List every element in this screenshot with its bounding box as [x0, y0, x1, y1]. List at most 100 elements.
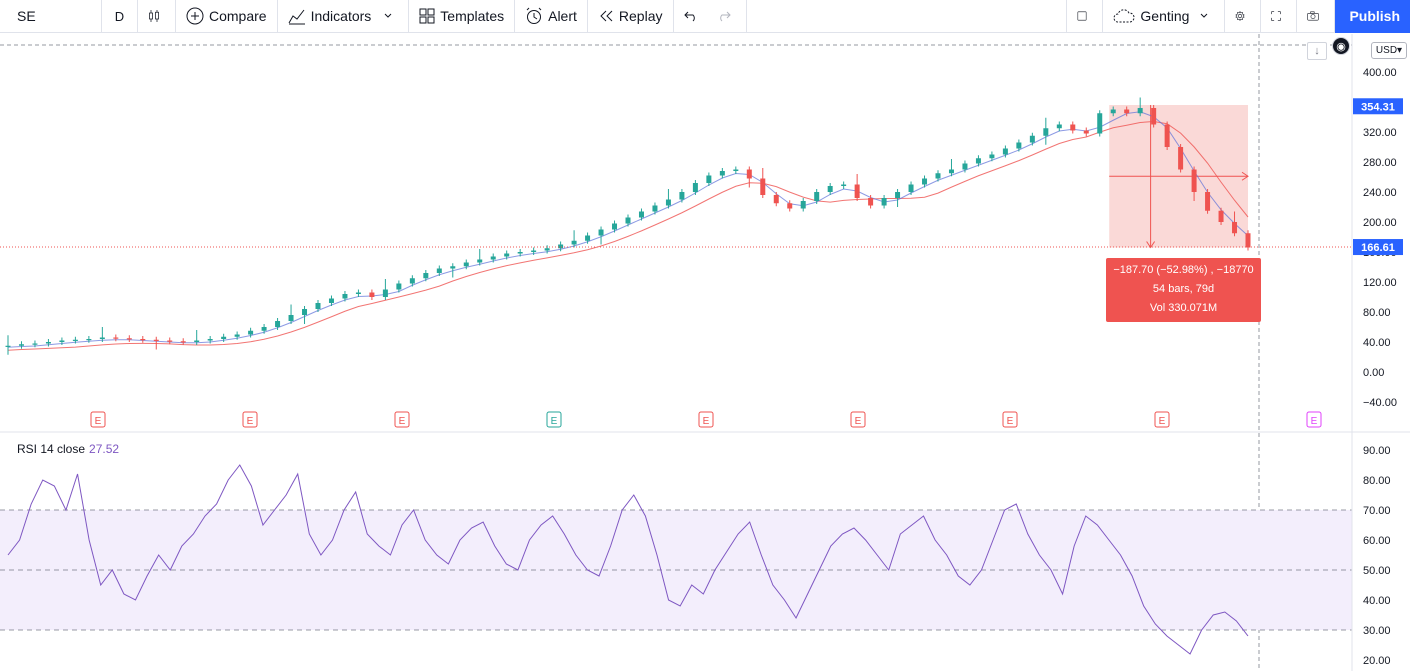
candle-body — [746, 169, 752, 179]
settings-button[interactable] — [1225, 0, 1262, 33]
candle-body — [153, 339, 159, 341]
publish-button[interactable]: Publish — [1335, 0, 1410, 33]
currency-select[interactable]: USD ▾ — [1371, 42, 1407, 59]
toolbar-spacer — [747, 0, 1068, 33]
candle-body — [32, 343, 38, 345]
candle-body — [1191, 169, 1197, 192]
candle-body — [598, 229, 604, 236]
symbol-label: SE — [17, 8, 36, 24]
candle-body — [854, 184, 860, 198]
candle-body — [261, 327, 267, 331]
globe-icon[interactable]: ◉ — [1332, 37, 1350, 55]
rsi-tick-label: 30.00 — [1363, 625, 1391, 637]
earnings-marker: E — [1306, 411, 1322, 428]
interval-button[interactable]: D — [102, 0, 138, 33]
indicators-button[interactable]: Indicators — [278, 0, 410, 33]
scroll-down-icon[interactable]: ↓ — [1307, 42, 1327, 60]
replay-button[interactable]: Replay — [588, 0, 674, 33]
earnings-marker-box — [90, 411, 106, 428]
candle-body — [1137, 108, 1143, 114]
candle-body — [207, 339, 213, 341]
candle-body — [800, 201, 806, 209]
candle-body — [234, 334, 240, 337]
currency-label: USD — [1375, 45, 1398, 56]
earnings-marker: E — [90, 411, 106, 428]
last-price-tag-text: 354.31 — [1361, 101, 1395, 113]
earnings-marker-box — [850, 411, 866, 428]
rsi-tick-label: 90.00 — [1363, 445, 1391, 457]
rsi-pane — [0, 464, 1352, 655]
price-tick-label: 320.00 — [1363, 127, 1397, 139]
candle-body — [692, 183, 698, 192]
candle-body — [733, 169, 739, 171]
earnings-marker-box — [1306, 411, 1322, 428]
candle-body — [558, 244, 564, 249]
cloud-icon — [1113, 9, 1135, 23]
templates-button[interactable]: Templates — [409, 0, 516, 33]
candle-body — [504, 253, 510, 257]
candle-body — [1178, 147, 1184, 170]
candle-body — [1164, 124, 1170, 147]
measure-h-arrowhead — [1241, 171, 1249, 181]
candle-body — [760, 178, 766, 195]
candle-body — [436, 268, 442, 273]
redo-icon[interactable] — [717, 10, 731, 22]
candle-body — [948, 169, 954, 174]
interval-label: D — [114, 8, 125, 24]
rsi-legend[interactable]: RSI 14 close 27.52 — [17, 442, 119, 456]
rsi-value: 27.52 — [89, 442, 120, 456]
symbol-search[interactable]: SE — [0, 0, 102, 33]
candle-body — [585, 235, 591, 241]
earnings-marker-label: E — [95, 416, 102, 427]
candle-body — [1043, 128, 1049, 136]
layout-toggle-button[interactable] — [1067, 0, 1104, 33]
candle-body — [1029, 135, 1035, 143]
candle-body — [571, 240, 577, 245]
chevron-down-icon — [1201, 13, 1208, 18]
candle-body — [544, 248, 550, 251]
candle-body — [787, 203, 793, 209]
candle-body — [935, 173, 941, 179]
earnings-marker-box — [242, 411, 258, 428]
candle-body — [679, 192, 685, 200]
rsi-tick-label: 80.00 — [1363, 475, 1391, 487]
earnings-marker-box — [394, 411, 410, 428]
price-tick-label: 120.00 — [1363, 277, 1397, 289]
square-icon — [1077, 11, 1087, 21]
compare-button[interactable]: Compare — [176, 0, 278, 33]
rsi-tick-label: 20.00 — [1363, 655, 1391, 667]
last-price-tag — [1353, 98, 1403, 115]
candle-body — [45, 342, 51, 344]
snapshot-button[interactable] — [1297, 0, 1336, 33]
candle-body — [423, 273, 429, 279]
candle-body — [72, 339, 78, 341]
earnings-marker-box — [1002, 411, 1018, 428]
candle-body — [248, 330, 254, 335]
price-tick-label: −40.00 — [1363, 397, 1397, 409]
candle-body — [315, 303, 321, 309]
rsi-tick-label: 50.00 — [1363, 565, 1391, 577]
candle-body — [531, 250, 537, 252]
layout-name-button[interactable]: Genting — [1103, 0, 1226, 33]
layout-name-label: Genting — [1140, 8, 1190, 24]
earnings-marker-label: E — [247, 416, 254, 427]
chart-type-button[interactable] — [138, 0, 176, 33]
candle-body — [180, 341, 186, 343]
undo-icon[interactable] — [683, 10, 698, 22]
candle-body — [868, 198, 874, 206]
candle-body — [962, 163, 968, 170]
indicators-label: Indicators — [310, 8, 372, 24]
candle-body — [1056, 124, 1062, 129]
candle-body — [612, 223, 618, 230]
candle-body — [908, 184, 914, 192]
candle-body — [221, 336, 227, 339]
price-axis[interactable]: 400.00360.00320.00280.00240.00200.00160.… — [1351, 34, 1403, 671]
earnings-marker-box — [1154, 411, 1170, 428]
measure-tooltip: −187.70 (−52.98%) , −18770 54 bars, 79d … — [1106, 258, 1261, 322]
fullscreen-button[interactable] — [1261, 0, 1298, 33]
alert-button[interactable]: Alert — [515, 0, 588, 33]
fullscreen-icon — [1271, 11, 1282, 21]
candle-body — [814, 192, 820, 201]
earnings-marker-label: E — [703, 416, 710, 427]
